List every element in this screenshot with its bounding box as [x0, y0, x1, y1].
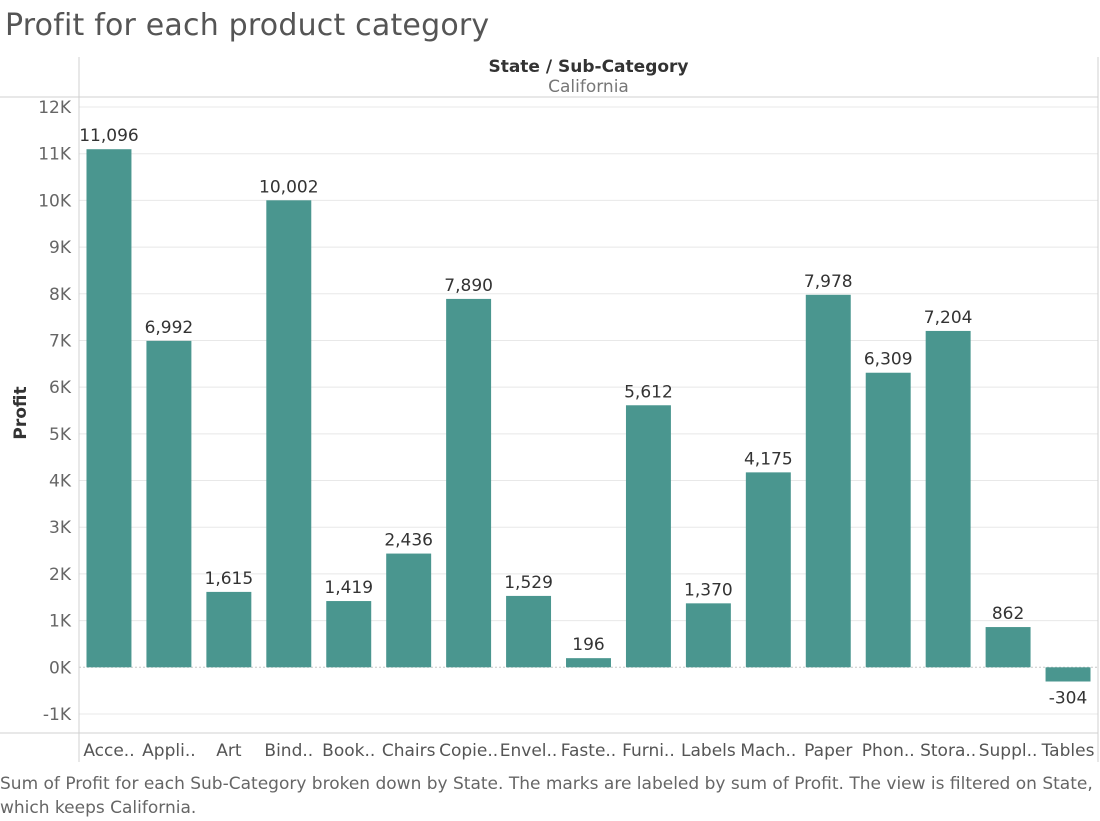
x-axis-categories: Acce.. Appli.. Art Bind.. Book.. Chairs Copie.…: [83, 741, 1094, 761]
bar: [805, 294, 851, 668]
bar: [625, 405, 671, 668]
x-category-label: Book..: [322, 741, 375, 761]
data-label: 1,529: [504, 573, 553, 593]
data-labels: 11,096 6,992 1,615 10,002 1,419 2,436 7,890 1,5…: [79, 126, 1087, 708]
bar: [925, 330, 971, 668]
data-label: 7,204: [924, 308, 973, 328]
x-category-label: Suppl..: [979, 741, 1038, 761]
column-header-title: State / Sub-Category: [488, 57, 689, 77]
x-category-label: Furni..: [622, 741, 675, 761]
chart-caption: Sum of Profit for each Sub-Category brok…: [0, 774, 1093, 818]
x-category-label: Paper: [804, 741, 852, 761]
bar: [326, 601, 372, 668]
x-category-label: Acce..: [83, 741, 134, 761]
y-tick-label: 6K: [49, 378, 72, 398]
data-label: 2,436: [384, 531, 433, 551]
data-label: -304: [1049, 689, 1088, 709]
data-label: 862: [992, 604, 1024, 624]
y-tick-label: 7K: [49, 331, 72, 351]
x-category-label: Copie..: [439, 741, 498, 761]
x-category-label: Tables: [1041, 741, 1095, 761]
y-tick-label: 1K: [49, 612, 72, 632]
y-tick-label: 12K: [38, 98, 72, 118]
bar: [446, 298, 492, 668]
x-category-label: Labels: [681, 741, 736, 761]
y-axis-ticks: -1K 0K 1K 2K 3K 4K 5K 6K 7K 8K 9K 10K 11K 12K: [38, 98, 72, 725]
x-category-label: Mach..: [740, 741, 796, 761]
x-category-label: Art: [216, 741, 242, 761]
y-tick-label: 11K: [38, 145, 72, 165]
y-tick-label: 2K: [49, 565, 72, 585]
bars: [86, 149, 1091, 682]
x-category-label: Appli..: [142, 741, 195, 761]
data-label: 1,370: [684, 580, 733, 600]
column-header: State / Sub-Category California: [79, 57, 1098, 97]
y-tick-label: -1K: [43, 705, 72, 725]
x-category-label: Envel..: [500, 741, 558, 761]
chart-title: Profit for each product category: [5, 8, 490, 43]
data-label: 7,890: [444, 276, 493, 296]
data-label: 6,992: [145, 318, 194, 338]
x-category-label: Phon..: [862, 741, 915, 761]
data-label: 6,309: [864, 350, 913, 370]
bar: [985, 627, 1031, 668]
chart-frame: [0, 57, 1099, 762]
y-tick-label: 0K: [49, 658, 72, 678]
bar: [685, 603, 731, 668]
y-tick-label: 8K: [49, 285, 72, 305]
x-category-label: Faste..: [561, 741, 616, 761]
bar: [865, 372, 911, 668]
bar: [86, 149, 132, 668]
y-axis-title: Profit: [11, 386, 31, 439]
data-label: 1,419: [324, 578, 373, 598]
data-label: 5,612: [624, 382, 673, 402]
data-label: 10,002: [259, 177, 318, 197]
data-label: 4,175: [744, 449, 793, 469]
x-category-label: Bind..: [264, 741, 313, 761]
data-label: 1,615: [205, 569, 254, 589]
column-header-value: California: [548, 77, 629, 97]
bar: [1045, 667, 1091, 682]
data-label: 7,978: [804, 272, 853, 292]
bar: [146, 340, 192, 668]
data-label: 196: [572, 635, 604, 655]
y-tick-label: 10K: [38, 191, 72, 211]
data-label: 11,096: [79, 126, 138, 146]
y-tick-label: 5K: [49, 425, 72, 445]
bar: [266, 200, 312, 668]
bar: [566, 658, 611, 668]
bar: [506, 595, 552, 668]
x-category-label: Chairs: [382, 741, 436, 761]
bar: [745, 472, 791, 668]
y-tick-label: 9K: [49, 238, 72, 258]
y-tick-label: 3K: [49, 518, 72, 538]
x-category-label: Stora..: [920, 741, 976, 761]
y-tick-label: 4K: [49, 472, 72, 492]
bar: [206, 591, 252, 668]
bar: [386, 553, 432, 668]
bar-chart: -1K 0K 1K 2K 3K 4K 5K 6K 7K 8K 9K 10K 11K 12K 11,096 6…: [0, 57, 1099, 762]
